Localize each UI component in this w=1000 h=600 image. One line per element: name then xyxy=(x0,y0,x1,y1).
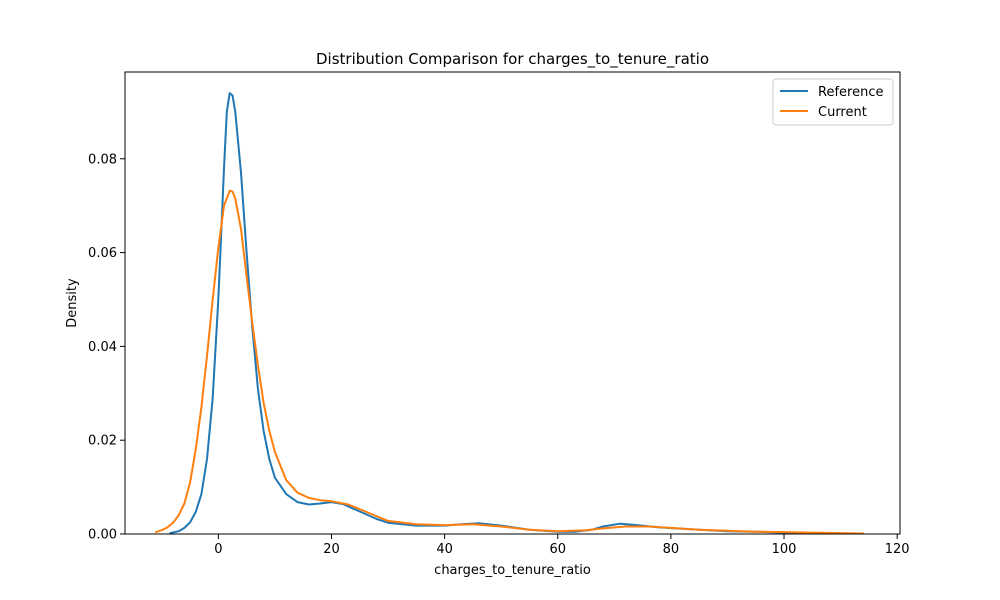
x-tick-label: 120 xyxy=(885,542,910,557)
plot-area xyxy=(124,71,901,535)
y-axis-label: Density xyxy=(65,278,80,328)
x-tick-label: 40 xyxy=(436,542,453,557)
y-tick-label: 0.08 xyxy=(88,152,117,167)
legend-label-current: Current xyxy=(818,105,867,120)
legend: Reference Current xyxy=(772,78,894,126)
y-tick-label: 0.02 xyxy=(88,434,117,449)
y-tick-label: 0.04 xyxy=(88,340,117,355)
chart-title: Distribution Comparison for charges_to_t… xyxy=(316,50,709,69)
y-tick-label: 0.06 xyxy=(88,246,117,261)
y-tick-label: 0.00 xyxy=(88,528,117,543)
x-axis-label: charges_to_tenure_ratio xyxy=(434,563,591,578)
series-line-reference xyxy=(169,92,865,535)
x-tick-label: 0 xyxy=(214,542,222,557)
y-axis: 0.00 0.02 0.04 0.06 0.08 xyxy=(88,152,125,543)
series-layer xyxy=(155,92,865,535)
x-tick-label: 80 xyxy=(663,542,680,557)
x-tick-label: 60 xyxy=(549,542,566,557)
legend-label-reference: Reference xyxy=(818,85,883,100)
x-tick-label: 20 xyxy=(323,542,340,557)
axes-frame xyxy=(124,71,901,535)
x-axis: 0 20 40 60 80 100 120 xyxy=(214,534,910,557)
series-line-current xyxy=(155,189,865,535)
x-tick-label: 100 xyxy=(772,542,797,557)
